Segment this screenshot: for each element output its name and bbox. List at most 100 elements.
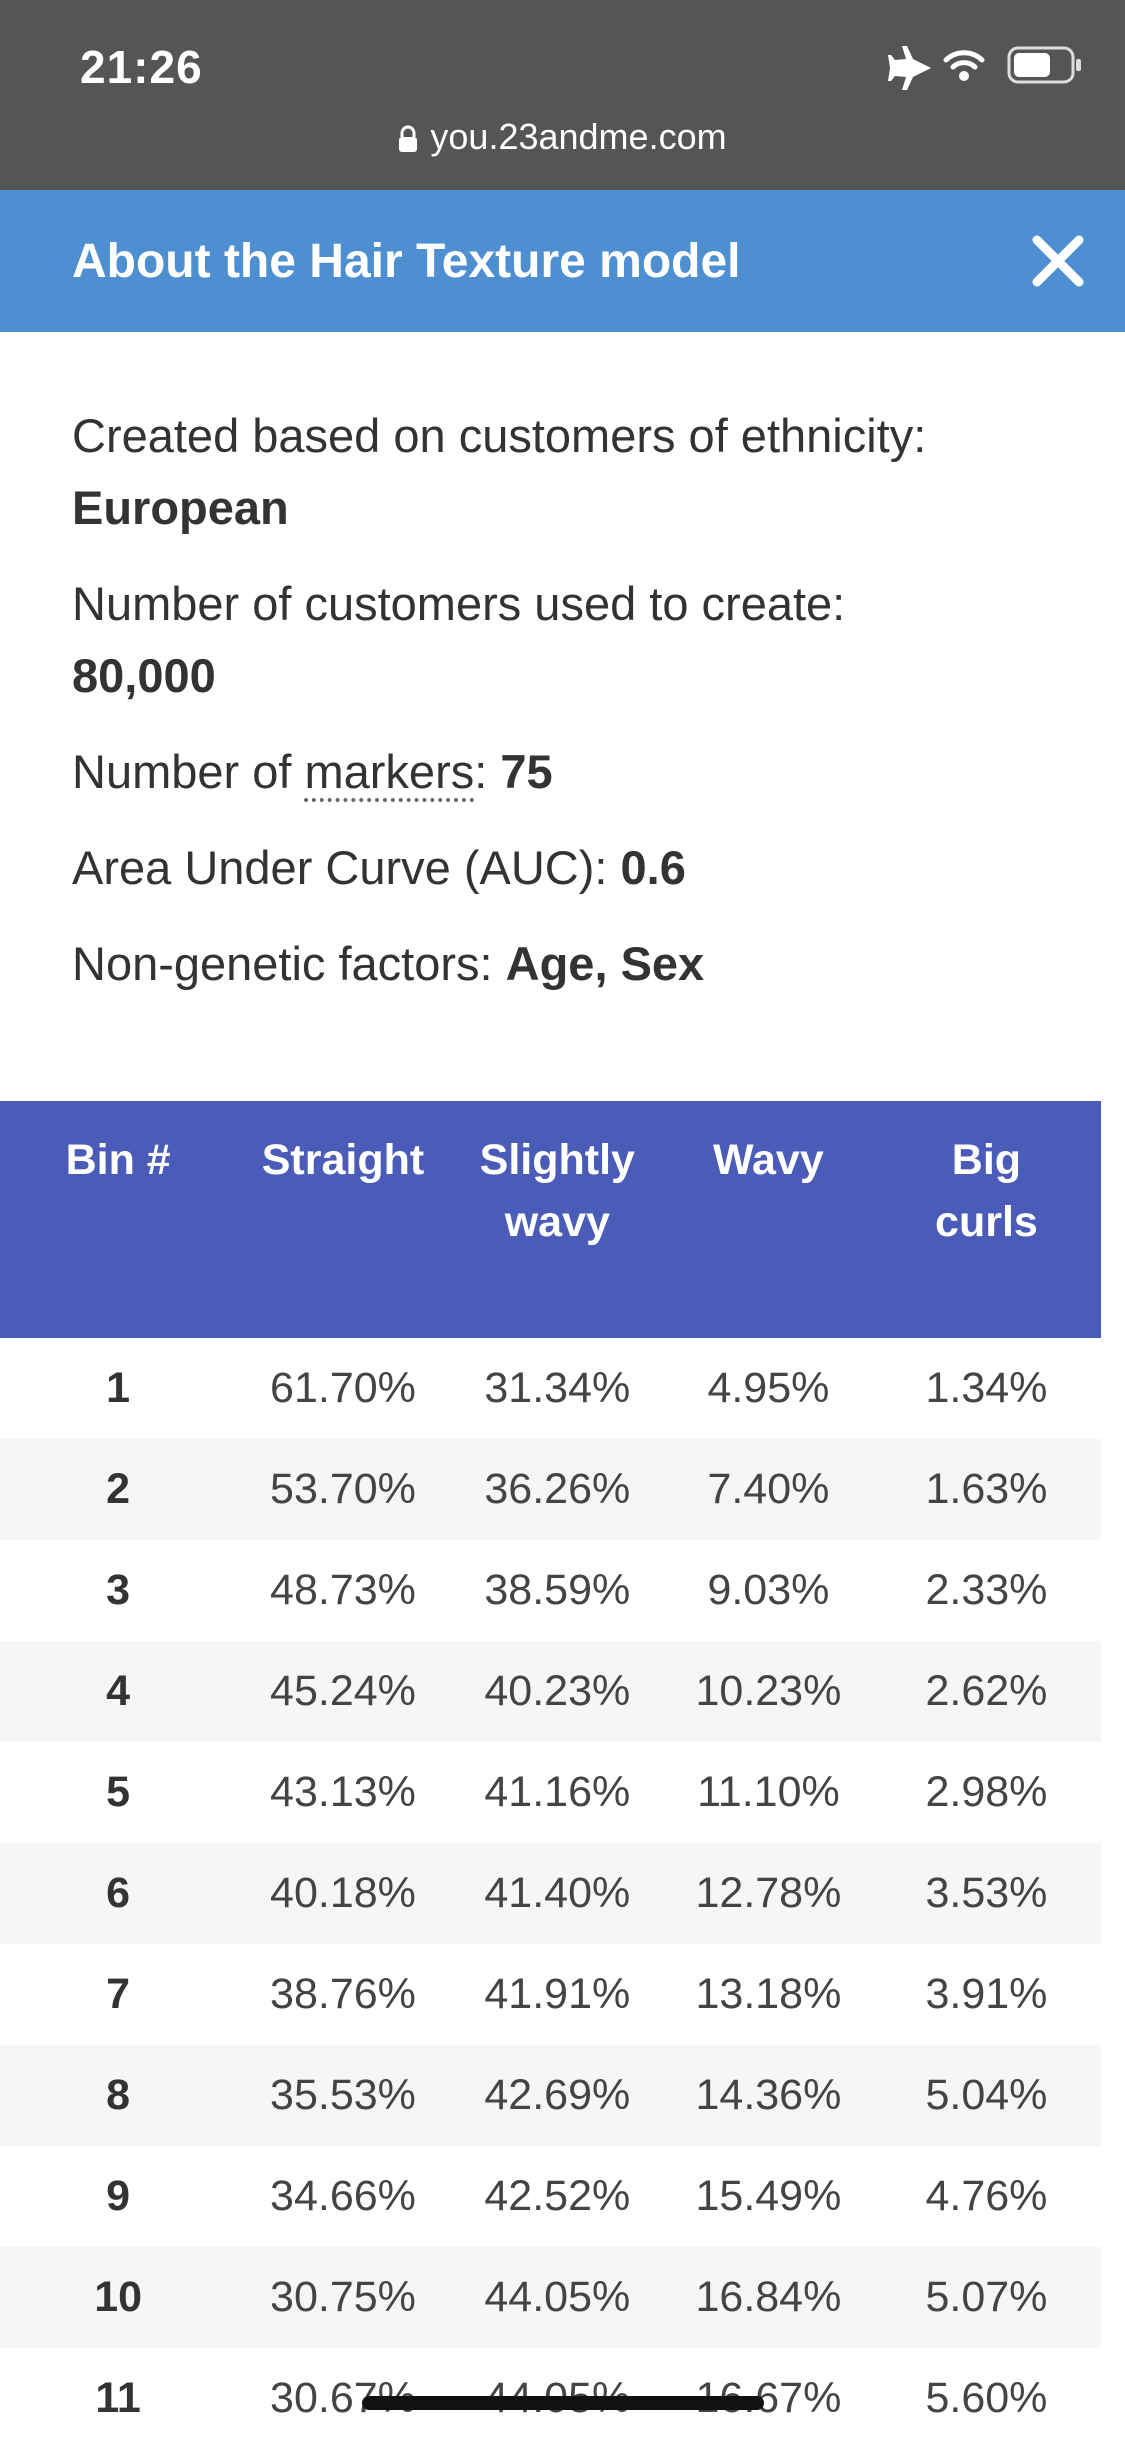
markers-info: Number of markers: 75 (72, 736, 1072, 808)
straight-cell: 61.70% (270, 1364, 416, 1412)
slightly-wavy-cell: 41.40% (484, 1869, 631, 1917)
big-curls-cell: 2.98% (925, 1768, 1048, 1816)
table-body: 1 61.70% 31.34% 4.95% 1.34% 2 53.70% 36.26% 7.40… (0, 1338, 1101, 2449)
table-row: 7 38.76% 41.91% 13.18% 3.91% (0, 1944, 1101, 2045)
straight-cell: 53.70% (270, 1465, 416, 1513)
big-curls-cell: 5.07% (925, 2273, 1048, 2321)
bin-cell: 10 (94, 2273, 143, 2321)
url-text: you.23andme.com (430, 116, 727, 157)
wavy-cell: 7.40% (707, 1465, 830, 1513)
bin-cell: 1 (106, 1364, 131, 1412)
lock-icon (398, 120, 418, 162)
table-row: 3 48.73% 38.59% 9.03% 2.33% (0, 1540, 1101, 1641)
big-curls-cell: 4.76% (925, 2172, 1048, 2220)
customers-label: Number of customers used to create: (72, 577, 846, 630)
wavy-cell: 13.18% (695, 1970, 842, 2018)
wifi-icon (943, 50, 985, 81)
slightly-wavy-cell: 41.16% (484, 1768, 631, 1816)
modal-title: About the Hair Texture model (72, 235, 741, 288)
wavy-cell: 16.84% (695, 2273, 842, 2321)
straight-cell: 38.76% (270, 1970, 416, 2018)
clock: 21:26 (80, 41, 203, 93)
table-row: 2 53.70% 36.26% 7.40% 1.63% (0, 1439, 1101, 1540)
big-curls-cell: 5.60% (925, 2374, 1048, 2422)
slightly-wavy-cell: 42.69% (484, 2071, 631, 2119)
factors-label: Non-genetic factors: (72, 937, 506, 990)
auc-info: Area Under Curve (AUC): 0.6 (72, 832, 1072, 904)
ethnicity-value: European (72, 481, 289, 534)
table-row: 4 45.24% 40.23% 10.23% 2.62% (0, 1641, 1101, 1742)
table-row: 8 35.53% 42.69% 14.36% 5.04% (0, 2045, 1101, 2146)
bin-cell: 5 (106, 1768, 131, 1816)
bin-cell: 11 (95, 2374, 141, 2422)
slightly-wavy-cell: 36.26% (484, 1465, 631, 1513)
wavy-cell: 11.10% (697, 1768, 840, 1816)
table-row: 6 40.18% 41.40% 12.78% 3.53% (0, 1843, 1101, 1944)
status-bar: 21:26 you.23andme.com (0, 0, 1125, 190)
bin-cell: 3 (106, 1566, 131, 1614)
slightly-wavy-cell: 40.23% (484, 1667, 631, 1715)
close-icon (1032, 235, 1084, 287)
url-bar[interactable]: you.23andme.com (0, 116, 1125, 162)
table-header-row: Bin # Straight Slightly wavy Wavy Big cu… (0, 1101, 1101, 1338)
big-curls-cell: 2.33% (925, 1566, 1048, 1614)
model-info: Created based on customers of ethnicity:… (72, 400, 1072, 1024)
airplane-icon (888, 46, 931, 90)
ethnicity-info: Created based on customers of ethnicity:… (72, 400, 1072, 544)
straight-cell: 40.18% (270, 1869, 416, 1917)
big-curls-cell: 1.34% (925, 1364, 1048, 1412)
bin-cell: 6 (106, 1869, 131, 1917)
ethnicity-label: Created based on customers of ethnicity: (72, 409, 927, 462)
table-row: 1 61.70% 31.34% 4.95% 1.34% (0, 1338, 1101, 1439)
auc-value: 0.6 (620, 841, 686, 894)
big-curls-cell: 1.63% (925, 1465, 1048, 1513)
bin-cell: 2 (106, 1465, 131, 1513)
header-straight: Straight (261, 1136, 425, 1184)
wavy-cell: 12.78% (695, 1869, 842, 1917)
bin-cell: 9 (106, 2172, 131, 2220)
wavy-cell: 9.03% (707, 1566, 830, 1614)
table-row: 5 43.13% 41.16% 11.10% 2.98% (0, 1742, 1101, 1843)
straight-cell: 34.66% (270, 2172, 416, 2220)
wavy-cell: 4.95% (707, 1364, 830, 1412)
factors-info: Non-genetic factors: Age, Sex (72, 928, 1072, 1000)
auc-label: Area Under Curve (AUC): (72, 841, 621, 894)
close-button[interactable] (1015, 218, 1101, 304)
header-bin: Bin # (65, 1136, 171, 1184)
customers-info: Number of customers used to create: 80,0… (72, 568, 1072, 712)
table-row: 10 30.75% 44.05% 16.84% 5.07% (0, 2247, 1101, 2348)
home-indicator[interactable] (362, 2396, 764, 2410)
header-wavy: Wavy (713, 1136, 824, 1184)
straight-cell: 35.53% (270, 2071, 416, 2119)
slightly-wavy-cell: 42.52% (484, 2172, 631, 2220)
battery-icon (1007, 46, 1081, 84)
customers-value: 80,000 (72, 649, 216, 702)
markers-link[interactable]: markers (304, 745, 475, 802)
header-slightly-wavy: Slightly wavy (479, 1136, 635, 1246)
big-curls-cell: 5.04% (925, 2071, 1048, 2119)
slightly-wavy-cell: 38.59% (484, 1566, 631, 1614)
straight-cell: 45.24% (270, 1667, 416, 1715)
bin-table: Bin # Straight Slightly wavy Wavy Big cu… (0, 1101, 1101, 2449)
slightly-wavy-cell: 31.34% (484, 1364, 631, 1412)
big-curls-cell: 2.62% (925, 1667, 1048, 1715)
bin-cell: 7 (106, 1970, 131, 2018)
wavy-cell: 15.49% (695, 2172, 842, 2220)
markers-value: 75 (500, 745, 553, 798)
straight-cell: 48.73% (270, 1566, 416, 1614)
bin-cell: 4 (106, 1667, 131, 1715)
big-curls-cell: 3.91% (925, 1970, 1048, 2018)
slightly-wavy-cell: 44.05% (484, 2273, 631, 2321)
straight-cell: 43.13% (270, 1768, 416, 1816)
factors-value: Age, Sex (505, 937, 705, 990)
table-row: 9 34.66% 42.52% 15.49% 4.76% (0, 2146, 1101, 2247)
modal-header: About the Hair Texture model (0, 190, 1125, 332)
bin-cell: 8 (106, 2071, 131, 2119)
wavy-cell: 14.36% (695, 2071, 842, 2119)
wavy-cell: 10.23% (695, 1667, 842, 1715)
markers-label-suffix: : (474, 745, 501, 798)
straight-cell: 30.75% (270, 2273, 416, 2321)
markers-label-prefix: Number of (72, 745, 305, 798)
big-curls-cell: 3.53% (925, 1869, 1048, 1917)
header-big-curls: Big curls (935, 1136, 1038, 1246)
